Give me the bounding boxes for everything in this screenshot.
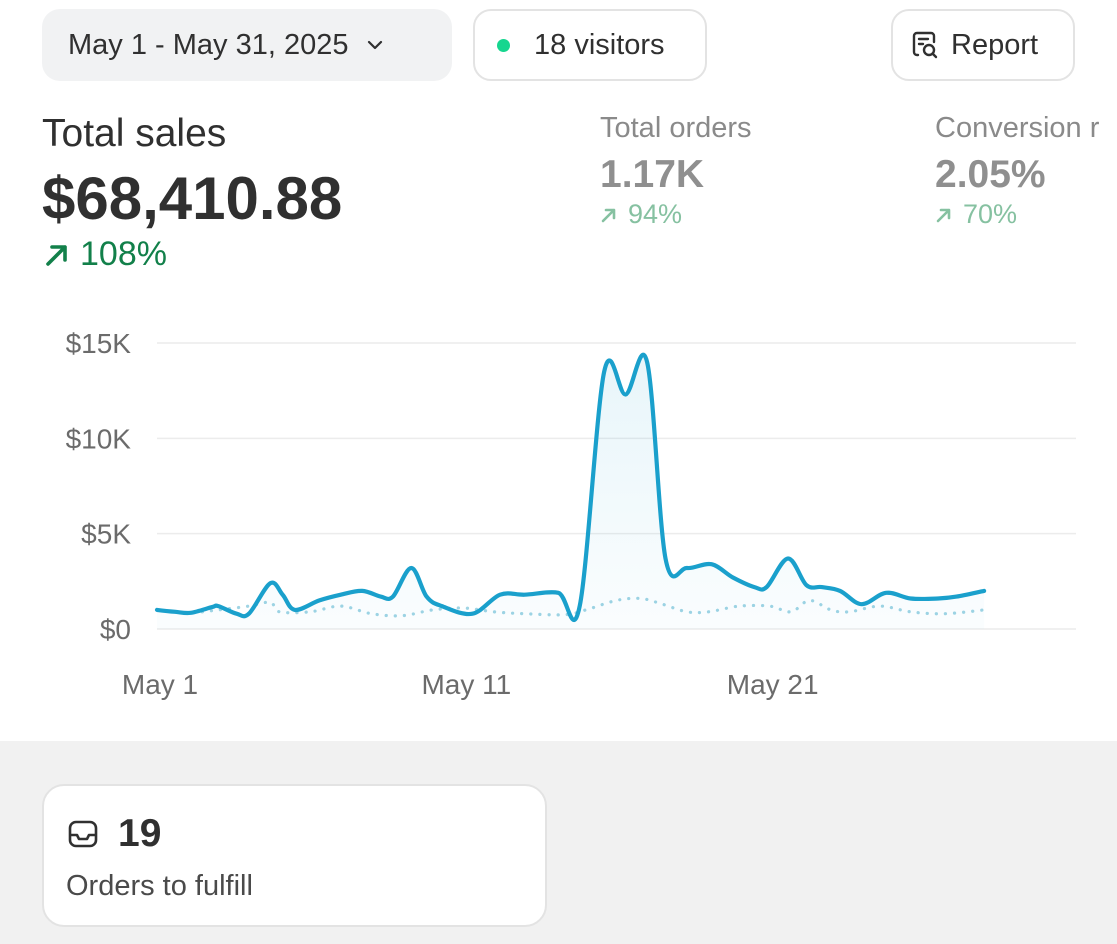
x-tick-label: May 11 xyxy=(421,669,511,700)
total-sales-metric[interactable]: Total sales $68,410.88 108% xyxy=(42,112,342,274)
arrow-up-right-icon xyxy=(600,206,618,224)
live-status-dot-icon xyxy=(497,38,510,52)
live-visitors-button[interactable]: 18 visitors xyxy=(473,9,707,81)
report-button[interactable]: Report xyxy=(891,9,1075,81)
x-axis: May 1 May 11 May 21 xyxy=(122,669,819,700)
conversion-change-value: 70% xyxy=(963,199,1018,229)
y-tick-label: $10K xyxy=(66,423,132,454)
total-orders-metric[interactable]: Total orders 1.17K 94% xyxy=(600,112,752,230)
total-orders-change-value: 94% xyxy=(628,199,683,229)
orders-to-fulfill-card[interactable]: 19 Orders to fulfill xyxy=(42,784,547,927)
inbox-icon xyxy=(66,817,100,851)
chevron-down-icon xyxy=(364,34,386,56)
report-search-icon xyxy=(909,29,941,61)
total-orders-label: Total orders xyxy=(600,112,752,144)
y-tick-label: $0 xyxy=(100,614,131,645)
total-sales-change: 108% xyxy=(42,235,342,274)
orders-to-fulfill-count: 19 xyxy=(118,812,162,855)
sales-series-line xyxy=(154,352,987,622)
conversion-change: 70% xyxy=(935,199,1099,230)
total-sales-value: $68,410.88 xyxy=(42,165,343,232)
conversion-value: 2.05% xyxy=(935,153,1046,196)
arrow-up-right-icon xyxy=(935,206,953,224)
date-range-label: May 1 - May 31, 2025 xyxy=(68,28,349,61)
y-tick-label: $5K xyxy=(81,519,131,550)
date-range-picker[interactable]: May 1 - May 31, 2025 xyxy=(42,9,452,81)
report-label: Report xyxy=(951,28,1039,61)
y-axis: $0 $5K $10K $15K xyxy=(66,328,132,645)
arrow-up-right-icon xyxy=(42,240,72,270)
conversion-metric[interactable]: Conversion r 2.05% 70% xyxy=(935,112,1099,230)
total-sales-label: Total sales xyxy=(42,112,227,155)
orders-to-fulfill-label: Orders to fulfill xyxy=(66,870,253,902)
total-orders-change: 94% xyxy=(600,199,752,230)
sales-line-chart[interactable]: $0 $5K $10K $15K May 1 May 11 May 21 xyxy=(0,300,1117,720)
x-tick-label: May 21 xyxy=(727,669,819,700)
y-tick-label: $15K xyxy=(66,328,132,359)
total-sales-change-value: 108% xyxy=(80,235,167,273)
visitors-label: 18 visitors xyxy=(534,28,665,61)
x-tick-label: May 1 xyxy=(122,669,198,700)
dashboard-panel: May 1 - May 31, 2025 18 visitors Report … xyxy=(0,9,1117,720)
conversion-label: Conversion r xyxy=(935,112,1100,144)
series-area xyxy=(157,354,985,629)
total-orders-value: 1.17K xyxy=(600,153,705,196)
chart-series xyxy=(154,352,987,629)
